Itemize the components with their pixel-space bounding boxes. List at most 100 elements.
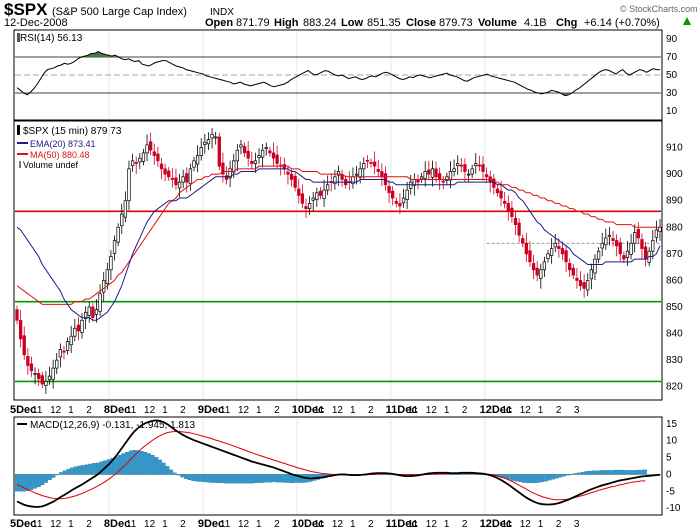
candle-body [604, 237, 608, 246]
candle-body [365, 159, 370, 162]
candle-body [134, 162, 138, 164]
x-tick-label: 11Dec [386, 518, 418, 530]
x-tick-label: 1 [538, 405, 544, 416]
candle-body [322, 189, 326, 199]
macd-histogram-bar [51, 474, 56, 478]
macd-histogram-bar [272, 474, 276, 483]
candle-body [159, 163, 164, 170]
macd-histogram-bar [632, 470, 636, 475]
candle-body [586, 280, 590, 291]
price-y-tick-label: 900 [666, 169, 683, 180]
candle-body [495, 188, 500, 194]
volume-legend: Volume undef [23, 160, 79, 170]
candle-body [654, 229, 659, 238]
candle-body [578, 280, 583, 287]
macd-histogram-bar [121, 453, 126, 475]
price-y-tick-label: 860 [666, 275, 683, 286]
macd-histogram-bar [639, 469, 644, 475]
macd-histogram-bar [136, 450, 140, 475]
x-tick-label: 12 [238, 519, 250, 530]
candle-body [441, 180, 445, 183]
macd-histogram-bar [206, 474, 210, 483]
candle-body [622, 255, 626, 260]
candle-body [149, 141, 153, 151]
candle-body [29, 363, 34, 372]
candle-body [33, 373, 37, 375]
macd-histogram-bar [128, 450, 133, 475]
macd-histogram-bar [235, 474, 240, 484]
candle-body [47, 375, 52, 381]
macd-histogram-bar [452, 473, 456, 475]
candle-body [242, 146, 247, 154]
up-arrow-icon [683, 17, 691, 25]
ema20-line [16, 168, 661, 321]
candle-body [181, 176, 185, 183]
x-tick-label: 2 [368, 519, 374, 530]
x-tick-label: 11 [408, 519, 419, 530]
x-tick-label: 2 [274, 405, 280, 416]
x-tick-label: 2 [274, 519, 280, 530]
x-tick-label: 11 [408, 405, 419, 416]
macd-histogram-bar [507, 474, 511, 480]
candle-body [91, 306, 95, 318]
candle-body [557, 246, 561, 249]
x-tick-label: 11Dec [386, 404, 418, 416]
candle-body [260, 149, 265, 158]
candle-body [582, 282, 586, 289]
candle-body [618, 242, 622, 255]
macd-histogram-bar [195, 474, 199, 482]
macd-histogram-bar [635, 469, 640, 475]
macd-histogram-bar [529, 474, 534, 484]
rsi-y-tick-label: 70 [666, 52, 678, 63]
candle-body [535, 267, 539, 276]
macd-histogram-bar [217, 474, 221, 484]
candle-body [264, 147, 268, 149]
candle-body [456, 163, 460, 166]
candle-body [232, 160, 236, 173]
macd-histogram-bar [114, 456, 118, 475]
candle-body [643, 246, 648, 260]
macd-histogram-bar [92, 463, 96, 475]
rsi-y-tick-label: 50 [666, 70, 678, 81]
macd-histogram-bar [228, 474, 232, 484]
macd-histogram-bar [591, 470, 596, 475]
macd-histogram-bar [606, 470, 611, 475]
macd-histogram-bar [580, 471, 585, 475]
macd-histogram-bar [84, 464, 89, 475]
index-name: (S&P 500 Large Cap Index) [52, 6, 187, 18]
macd-histogram-bar [81, 465, 85, 475]
x-tick-label: 12 [332, 405, 344, 416]
macd-histogram-bar [264, 474, 269, 483]
x-tick-label: 12 [332, 519, 344, 530]
candle-body [437, 173, 442, 180]
macd-histogram-bar [242, 474, 247, 484]
macd-histogram-bar [88, 463, 93, 475]
candle-body [210, 133, 214, 139]
candle-body [409, 181, 413, 189]
macd-histogram-bar [279, 474, 284, 483]
candle-body [58, 349, 62, 358]
x-tick-label: 11 [126, 519, 137, 530]
macd-histogram-bar [40, 474, 45, 486]
open-label: Open [205, 17, 233, 29]
high-value: 883.24 [303, 17, 337, 29]
candle-body [26, 356, 30, 366]
ema-legend: EMA(20) 873.41 [30, 139, 96, 149]
x-tick-label: 2 [556, 405, 562, 416]
candle-body [499, 190, 503, 199]
candle-body [282, 164, 286, 170]
candle-body [152, 151, 156, 156]
macd-histogram-bar [283, 474, 287, 483]
x-tick-label: 1 [444, 405, 450, 416]
rsi-y-tick-label: 10 [666, 106, 678, 117]
macd-histogram-bar [99, 461, 104, 475]
x-tick-label: 2 [368, 405, 374, 416]
x-tick-label: 8Dec [104, 404, 130, 416]
macd-histogram-bar [547, 474, 552, 481]
x-tick-label: 1 [256, 405, 262, 416]
candle-body [130, 160, 135, 166]
candle-body [214, 136, 218, 139]
candle-body [448, 171, 453, 181]
macd-histogram-bar [257, 474, 262, 483]
